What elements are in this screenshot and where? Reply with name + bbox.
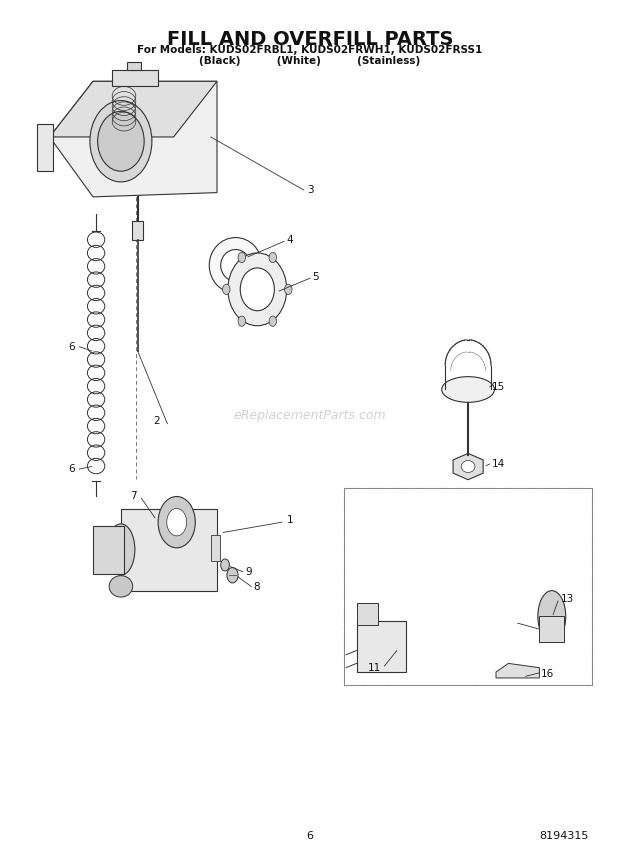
Text: For Models: KUDS02FRBL1, KUDS02FRWH1, KUDS02FRSS1: For Models: KUDS02FRBL1, KUDS02FRWH1, KU… bbox=[138, 45, 482, 55]
Polygon shape bbox=[496, 663, 539, 678]
Bar bbox=[121, 509, 217, 591]
Text: 4: 4 bbox=[286, 235, 293, 245]
Polygon shape bbox=[453, 454, 483, 479]
Bar bbox=[132, 221, 143, 240]
Text: eReplacementParts.com: eReplacementParts.com bbox=[234, 408, 386, 422]
Text: 2: 2 bbox=[153, 416, 160, 426]
Text: FILL AND OVERFILL PARTS: FILL AND OVERFILL PARTS bbox=[167, 30, 453, 49]
Text: 1: 1 bbox=[286, 515, 293, 526]
Bar bbox=[539, 616, 564, 642]
Bar bbox=[112, 70, 158, 86]
Circle shape bbox=[223, 284, 230, 294]
Polygon shape bbox=[50, 81, 217, 197]
Ellipse shape bbox=[210, 237, 262, 294]
Ellipse shape bbox=[107, 524, 135, 575]
Ellipse shape bbox=[538, 591, 565, 642]
Ellipse shape bbox=[441, 377, 495, 402]
Ellipse shape bbox=[221, 249, 250, 282]
Text: 5: 5 bbox=[312, 272, 319, 282]
Ellipse shape bbox=[461, 461, 475, 473]
Text: 13: 13 bbox=[560, 594, 574, 604]
Bar bbox=[211, 535, 220, 561]
Text: 6: 6 bbox=[68, 464, 74, 474]
Polygon shape bbox=[50, 81, 217, 137]
Text: 8194315: 8194315 bbox=[539, 830, 589, 841]
Ellipse shape bbox=[98, 111, 144, 171]
Text: 16: 16 bbox=[541, 669, 554, 679]
Text: 6: 6 bbox=[68, 342, 74, 352]
Text: 6: 6 bbox=[306, 830, 314, 841]
Ellipse shape bbox=[228, 253, 286, 326]
Text: 8: 8 bbox=[253, 582, 260, 592]
Circle shape bbox=[167, 508, 187, 536]
Text: 9: 9 bbox=[245, 567, 252, 577]
Ellipse shape bbox=[241, 268, 275, 311]
Text: 11: 11 bbox=[368, 663, 381, 673]
Circle shape bbox=[221, 559, 229, 571]
Text: 7: 7 bbox=[130, 490, 136, 501]
Bar bbox=[356, 621, 406, 672]
Bar bbox=[93, 526, 124, 574]
Text: 15: 15 bbox=[492, 382, 505, 392]
Bar bbox=[127, 62, 141, 70]
Ellipse shape bbox=[109, 576, 133, 597]
Text: 3: 3 bbox=[308, 185, 314, 195]
Ellipse shape bbox=[90, 101, 152, 182]
Circle shape bbox=[238, 253, 246, 263]
Bar bbox=[356, 603, 378, 625]
Circle shape bbox=[269, 253, 277, 263]
Circle shape bbox=[227, 568, 238, 583]
Text: 14: 14 bbox=[492, 459, 505, 469]
Bar bbox=[344, 488, 592, 685]
Bar bbox=[344, 488, 592, 685]
Bar bbox=[37, 124, 53, 171]
Circle shape bbox=[285, 284, 292, 294]
Circle shape bbox=[238, 316, 246, 326]
Text: (Black)          (White)          (Stainless): (Black) (White) (Stainless) bbox=[200, 56, 420, 67]
Circle shape bbox=[269, 316, 277, 326]
Circle shape bbox=[158, 496, 195, 548]
